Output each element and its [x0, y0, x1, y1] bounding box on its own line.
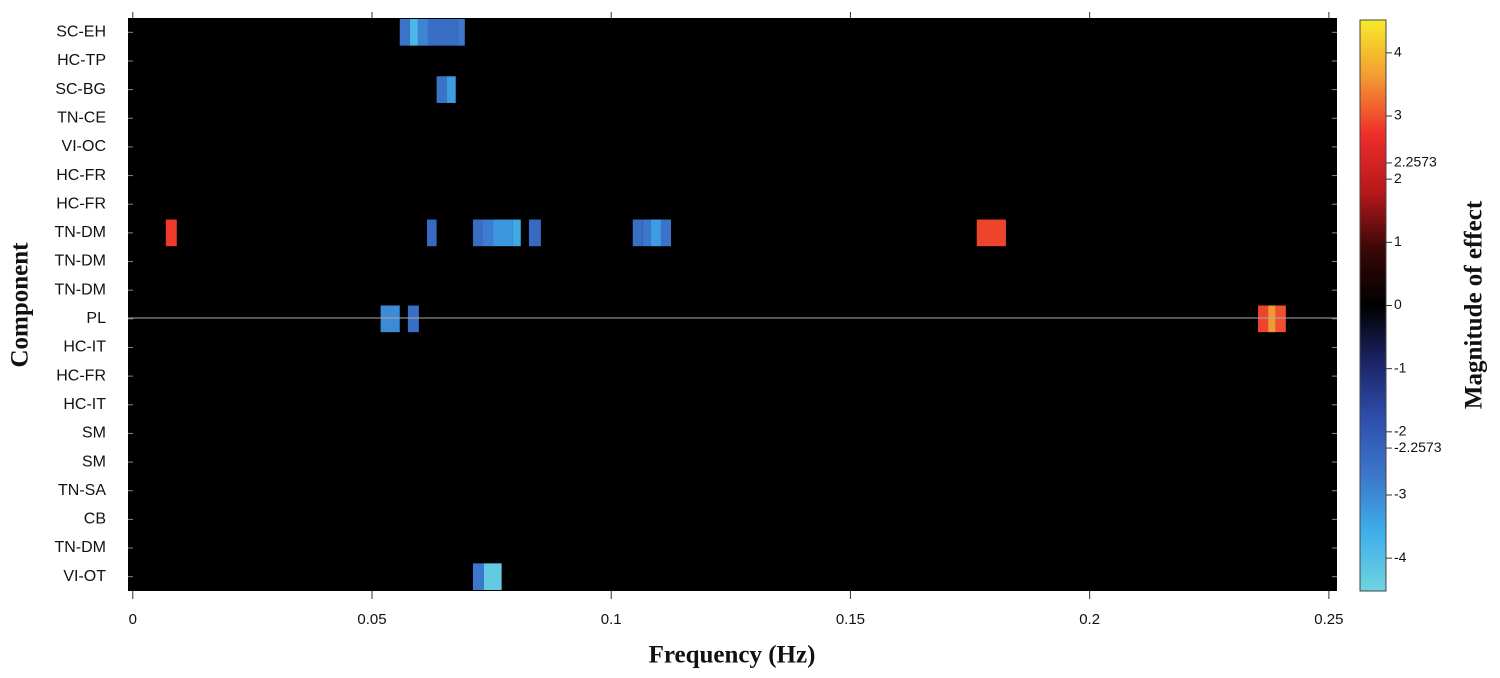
heat-cell	[1258, 305, 1269, 333]
heat-cell	[409, 19, 418, 46]
y-tick-label: CB	[84, 511, 106, 528]
y-tick-label: TN-DM	[54, 539, 106, 556]
colorbar-tick-label: 0	[1394, 296, 1402, 312]
heat-cell	[457, 19, 465, 46]
heat-cell	[417, 19, 428, 46]
y-tick-label: HC-TP	[57, 52, 106, 69]
colorbar-tick-label: -3	[1394, 486, 1407, 502]
colorbar-tick-label: -1	[1394, 359, 1407, 375]
heat-cell	[512, 219, 521, 247]
colorbar-tick-label: -4	[1394, 549, 1407, 565]
x-tick-label: 0.15	[836, 611, 865, 628]
x-tick-label: 0.1	[601, 611, 622, 628]
colorbar-tick-label: 4	[1394, 44, 1402, 60]
y-tick-label: VI-OC	[62, 138, 106, 155]
heat-cell	[436, 76, 447, 103]
plot-background	[128, 18, 1337, 591]
heat-cell	[407, 305, 419, 333]
x-tick-label: 0.05	[357, 611, 386, 628]
y-tick-label: SM	[82, 425, 106, 442]
heat-cell	[446, 76, 456, 103]
heat-cell	[632, 219, 643, 247]
y-tick-label: TN-SA	[58, 482, 106, 499]
heat-cell	[1275, 305, 1286, 333]
colorbar-tick-label: -2	[1394, 423, 1407, 439]
colorbar-tick-label: -2.2573	[1394, 439, 1442, 455]
x-tick-label: 0.25	[1314, 611, 1343, 628]
x-axis-title: Frequency (Hz)	[649, 642, 816, 669]
heat-cell	[1268, 305, 1276, 333]
heat-cell	[165, 219, 177, 247]
y-tick-label: HC-IT	[63, 339, 106, 356]
y-tick-label: VI-OT	[63, 568, 106, 585]
colorbar	[1359, 19, 1387, 592]
y-tick-label: SC-BG	[55, 81, 106, 98]
colorbar-title: Magnitude of effect	[1461, 200, 1488, 409]
colorbar-tick-label: 2.2573	[1394, 154, 1437, 170]
colorbar-tick-label: 1	[1394, 233, 1402, 249]
heat-cell	[427, 219, 437, 247]
plot-area	[128, 18, 1337, 591]
y-tick-label: HC-IT	[63, 396, 106, 413]
heat-cell	[472, 219, 483, 247]
colorbar-tick-label: 3	[1394, 107, 1402, 123]
y-tick-label: TN-CE	[57, 109, 106, 126]
heat-cell	[399, 19, 410, 46]
heat-cell	[380, 305, 400, 333]
y-tick-label: TN-DM	[54, 281, 106, 298]
y-tick-label: SC-EH	[56, 24, 106, 41]
y-tick-label: TN-DM	[54, 224, 106, 241]
heat-cell	[482, 219, 494, 247]
y-tick-label: HC-FR	[56, 367, 106, 384]
heat-cell	[427, 19, 458, 46]
heat-cell	[493, 219, 513, 247]
colorbar-tick-label: 2	[1394, 170, 1402, 186]
y-tick-label: PL	[86, 310, 106, 327]
x-tick-label: 0.2	[1079, 611, 1100, 628]
y-tick-label: HC-FR	[56, 167, 106, 184]
x-tick-label: 0	[129, 611, 137, 628]
heat-cell	[472, 563, 484, 590]
heat-cell	[976, 219, 1006, 247]
heat-cell	[650, 219, 661, 247]
y-axis-title: Component	[7, 242, 34, 368]
y-tick-label: SM	[82, 453, 106, 470]
y-tick-label: HC-FR	[56, 195, 106, 212]
heat-cell	[660, 219, 672, 247]
heat-cell	[642, 219, 651, 247]
heat-cell	[483, 563, 502, 590]
heat-cell	[528, 219, 541, 247]
y-tick-label: TN-DM	[54, 253, 106, 270]
